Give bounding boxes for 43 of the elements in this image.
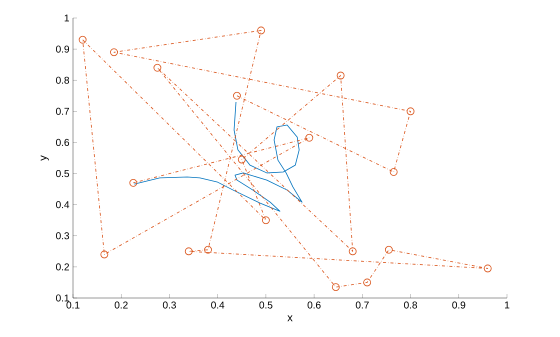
x-tick-label: 0.7: [356, 302, 369, 309]
x-tick-label: 0.8: [404, 302, 418, 309]
y-tick-label: 1: [64, 14, 70, 22]
x-tick-label: 0.6: [308, 302, 321, 309]
line-series: [134, 102, 302, 212]
point: [336, 72, 345, 80]
x-tick-label: 0.5: [259, 302, 272, 309]
point: [257, 26, 265, 34]
point: [262, 216, 270, 224]
point: [305, 134, 314, 142]
point: [233, 92, 241, 100]
y-tick-label: 0.6: [56, 138, 70, 146]
x-axis-title: x: [287, 315, 293, 322]
y-tick-label: 0.5: [56, 170, 70, 178]
point: [406, 107, 414, 116]
point: [484, 264, 492, 272]
point: [348, 247, 357, 256]
y-tick-label: 0.7: [56, 108, 69, 115]
point: [204, 246, 212, 254]
y-tick-label: 0.8: [56, 76, 70, 84]
point: [363, 278, 372, 286]
point: [129, 178, 138, 187]
point: [100, 250, 108, 258]
x-tick-label: 0.9: [452, 302, 466, 309]
point: [384, 246, 393, 254]
point: [78, 36, 87, 44]
y-tick-label: 0.9: [56, 46, 70, 53]
x-tick-label: 0.1: [66, 302, 80, 309]
x-tick-label: 1: [505, 302, 510, 308]
y-tick-label: 0.3: [56, 232, 70, 240]
point: [390, 168, 398, 176]
y-axis-title: y: [40, 155, 49, 161]
x-tick-label: 0.4: [211, 302, 224, 309]
y-tick-label: 0.2: [56, 263, 69, 270]
point: [238, 156, 246, 164]
point: [184, 247, 193, 256]
y-tick-label: 0.1: [56, 294, 70, 302]
y-tick-label: 0.4: [56, 201, 70, 208]
point: [332, 283, 340, 292]
point: [153, 64, 162, 72]
x-tick-label: 0.3: [162, 302, 176, 309]
x-tick-label: 0.2: [114, 302, 128, 309]
point: [110, 48, 118, 56]
